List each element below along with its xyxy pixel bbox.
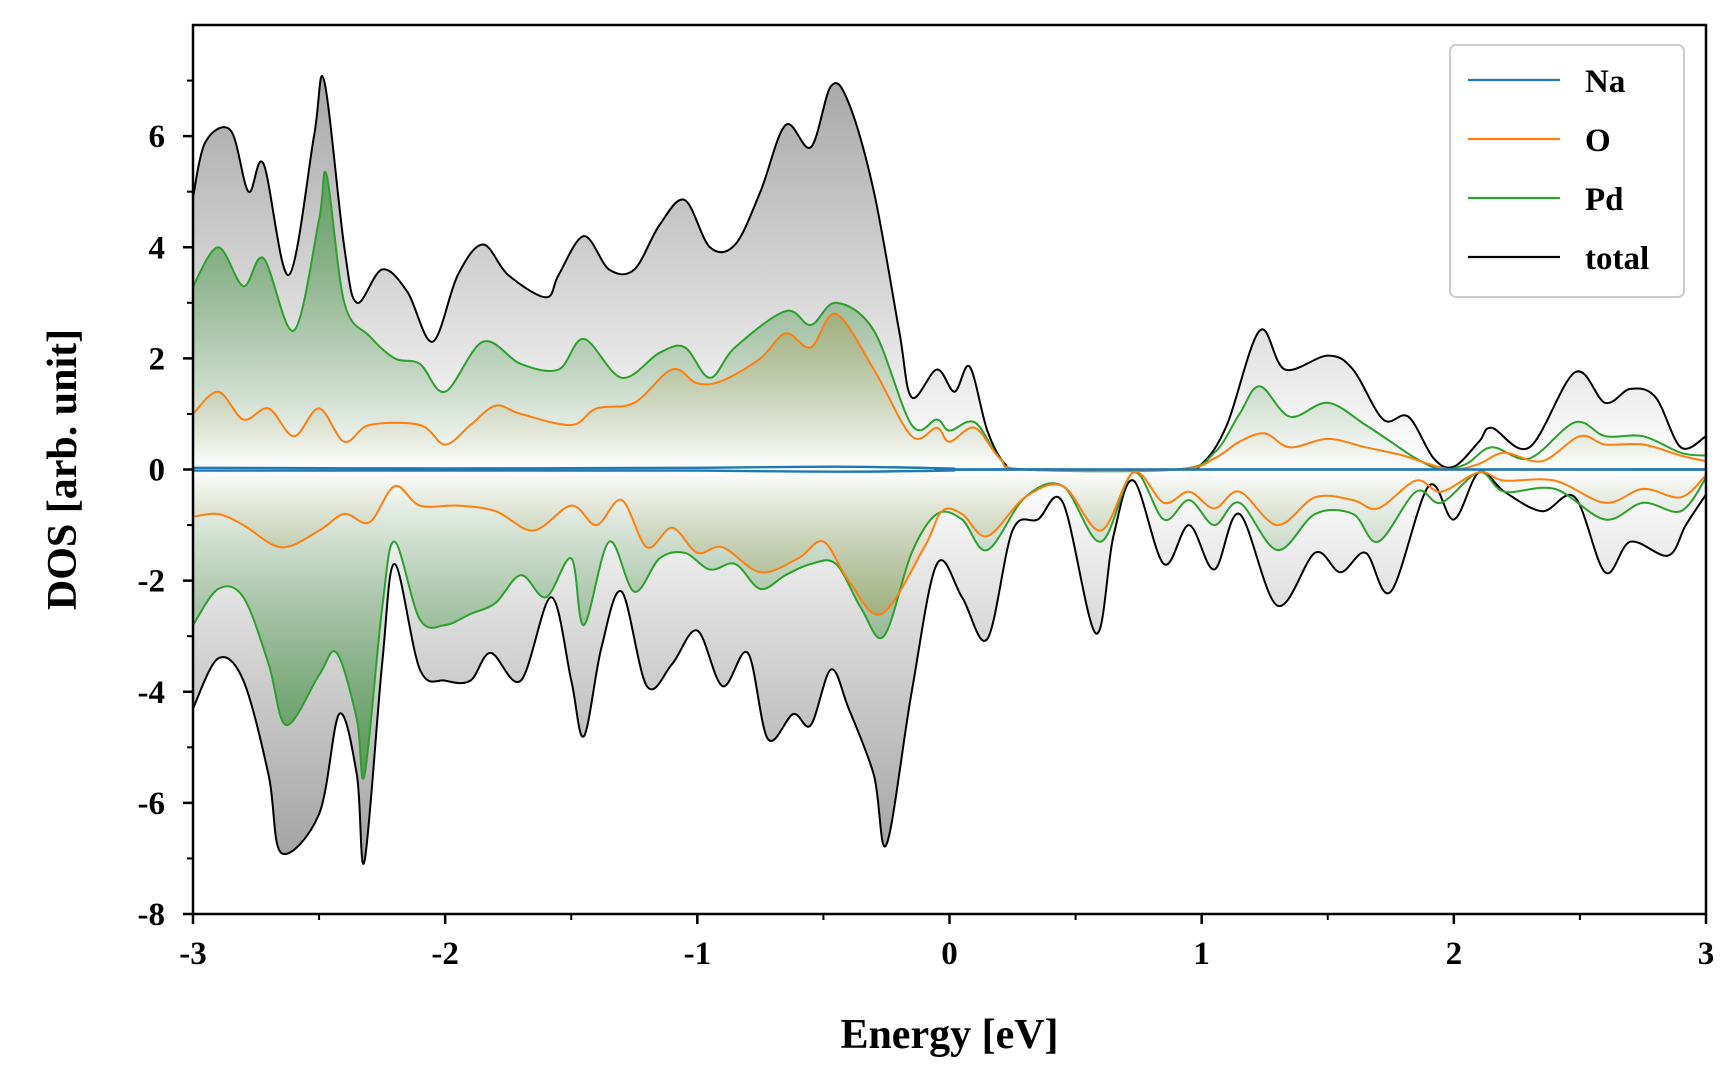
- x-tick-label: 1: [1193, 936, 1210, 972]
- y-axis-ticks: -8 -6 -4 -2 0 2 4 6: [138, 79, 193, 933]
- line-pd-down: [193, 471, 1706, 780]
- y-tick-label: 6: [149, 119, 166, 155]
- y-tick-label: -4: [138, 675, 166, 711]
- y-tick-label: 0: [149, 453, 166, 489]
- line-total-up: [193, 75, 1706, 472]
- x-tick-label: -3: [179, 936, 207, 972]
- fill-pd-down: [193, 469, 1706, 779]
- line-total-down: [193, 470, 1706, 865]
- x-tick-label: -1: [684, 936, 712, 972]
- x-tick-label: 0: [941, 936, 958, 972]
- x-tick-label: 3: [1698, 936, 1715, 972]
- x-axis-title: Energy [eV]: [840, 1012, 1058, 1058]
- y-tick-label: -8: [138, 897, 166, 933]
- line-o-down: [193, 471, 1706, 616]
- line-pd-up: [193, 171, 1706, 473]
- legend-label-total: total: [1585, 241, 1649, 277]
- x-tick-label: -2: [431, 936, 459, 972]
- legend-box: [1449, 44, 1685, 298]
- legend-label-na: Na: [1585, 64, 1625, 100]
- y-tick-label: 2: [149, 341, 166, 377]
- x-axis-ticks: -3 -2 -1 0 1 2 3: [179, 914, 1714, 972]
- series-lines: [193, 75, 1706, 865]
- x-tick-label: 2: [1446, 936, 1463, 972]
- fill-pd-up: [193, 171, 1706, 472]
- legend-label-o: O: [1585, 123, 1611, 159]
- y-axis-title: DOS [arb. unit]: [40, 329, 86, 610]
- y-tick-label: 4: [149, 230, 166, 266]
- y-tick-label: -2: [138, 564, 166, 600]
- line-na-down: [193, 468, 1706, 473]
- legend: Na O Pd total: [1449, 44, 1685, 298]
- fill-o-down: [193, 469, 1706, 615]
- fill-total-down: [193, 469, 1706, 864]
- fill-o-up: [193, 313, 1706, 471]
- legend-label-pd: Pd: [1585, 182, 1624, 218]
- y-tick-label: -6: [138, 786, 166, 822]
